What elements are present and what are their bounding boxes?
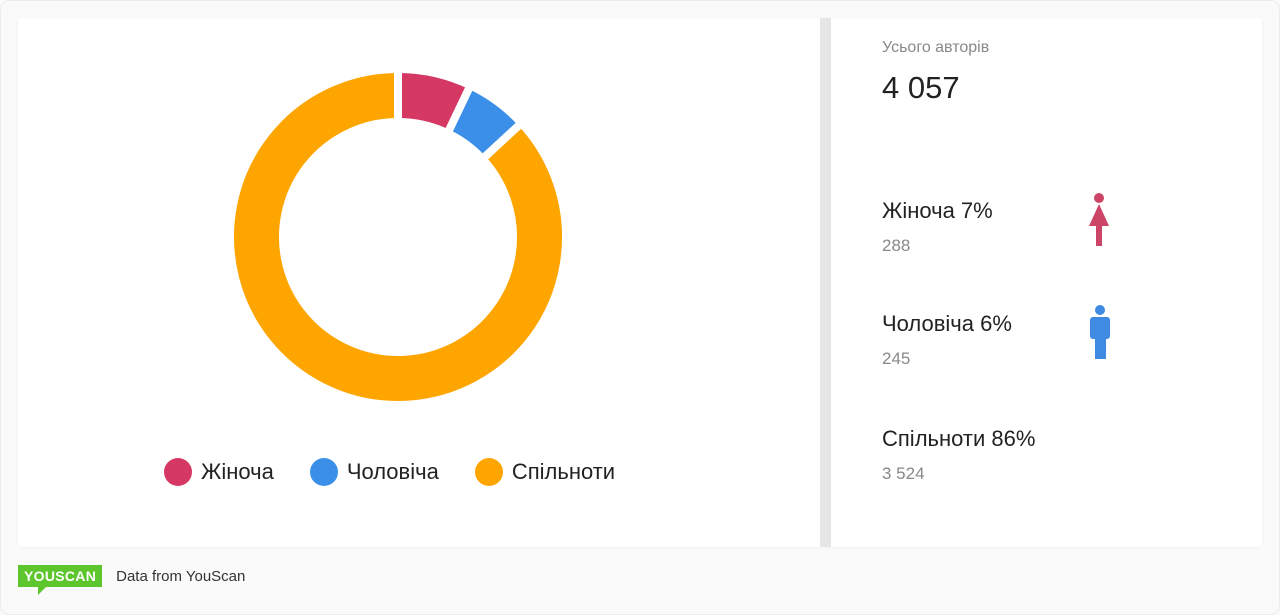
donut-chart xyxy=(226,64,570,409)
male-icon xyxy=(1090,305,1110,359)
legend-label: Спільноти xyxy=(511,459,616,484)
chart-card xyxy=(18,18,1262,547)
row-title: Спільноти 86% xyxy=(882,426,1036,451)
row-title: Чоловіча 6% xyxy=(882,311,1012,336)
row-count: 288 xyxy=(882,236,911,255)
footer-text: Data from YouScan xyxy=(116,567,246,585)
legend-item-female[interactable]: Жіноча xyxy=(164,458,274,486)
youscan-logo[interactable]: YOUSCAN xyxy=(18,565,103,595)
footer: YOUSCAN Data from YouScan xyxy=(18,565,246,595)
total-label: Усього авторів xyxy=(882,39,990,56)
legend: Жіноча Чоловіча Спільноти xyxy=(164,458,615,486)
row-title: Жіноча 7% xyxy=(882,198,993,223)
legend-item-communities[interactable]: Спільноти xyxy=(474,458,616,486)
total-value: 4 057 xyxy=(882,70,960,105)
summary-row-communities: Спільноти 86% 3 524 xyxy=(882,426,1035,484)
legend-swatch xyxy=(309,458,338,486)
divider xyxy=(820,18,831,547)
row-count: 245 xyxy=(882,349,911,368)
legend-item-male[interactable]: Чоловіча xyxy=(309,458,439,486)
legend-swatch xyxy=(474,458,503,486)
summary-row-female: Жіноча 7% 288 xyxy=(882,198,993,256)
slice-communities[interactable] xyxy=(226,64,570,409)
summary-row-male: Чоловіча 6% 245 xyxy=(882,311,1012,369)
female-icon xyxy=(1089,193,1109,246)
legend-label: Жіноча xyxy=(201,459,274,484)
legend-label: Чоловіча xyxy=(346,459,439,484)
row-count: 3 524 xyxy=(882,464,925,483)
legend-swatch xyxy=(164,458,192,486)
